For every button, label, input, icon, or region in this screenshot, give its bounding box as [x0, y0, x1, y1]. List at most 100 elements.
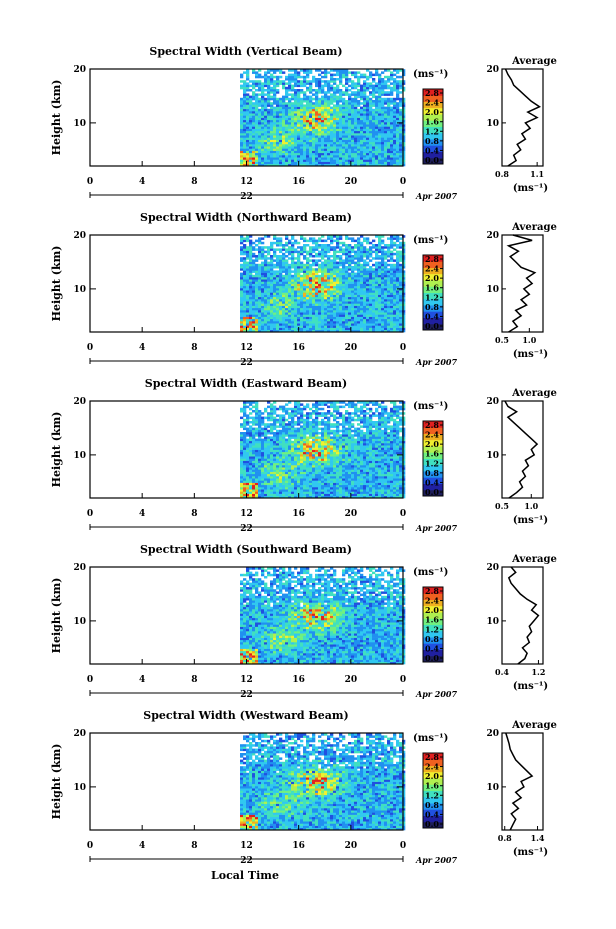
heatmap-cell	[339, 117, 343, 121]
heatmap-cell	[399, 75, 403, 79]
heatmap-cell	[378, 250, 382, 254]
heatmap-cell	[309, 250, 313, 254]
heatmap-cell	[273, 449, 277, 453]
heatmap-cell	[360, 299, 364, 302]
heatmap-cell	[351, 272, 355, 276]
heatmap-cell	[324, 119, 328, 123]
heatmap-cell	[261, 252, 265, 256]
heatmap-cell	[399, 303, 403, 306]
heatmap-cell	[360, 270, 364, 273]
heatmap-cell	[378, 235, 382, 238]
heatmap-cell	[264, 82, 268, 85]
heatmap-cell	[327, 106, 331, 110]
heatmap-cell	[375, 71, 379, 74]
heatmap-cell	[360, 157, 364, 160]
heatmap-cell	[300, 312, 304, 315]
heatmap-cell	[258, 429, 262, 433]
heatmap-cell	[378, 78, 382, 81]
heatmap-cell	[354, 288, 358, 291]
heatmap-cell	[375, 288, 379, 291]
heatmap-cell	[240, 476, 244, 479]
heatmap-cell	[327, 263, 331, 267]
heatmap-cell	[291, 86, 295, 90]
heatmap-cell	[339, 97, 343, 101]
heatmap-cell	[375, 122, 379, 125]
heatmap-cell	[372, 159, 376, 162]
heatmap-cell	[345, 301, 349, 304]
heatmap-cell	[285, 86, 289, 90]
heatmap-cell	[369, 285, 373, 289]
heatmap-cell	[324, 135, 328, 138]
heatmap-cell	[342, 314, 346, 317]
heatmap-cell	[336, 270, 340, 273]
heatmap-cell	[282, 283, 286, 287]
heatmap-cell	[369, 155, 373, 158]
x-tick-label: 20	[345, 177, 358, 187]
chart-panel-2: Spectral Width (Northward Beam)2010Heigh…	[50, 211, 557, 368]
heatmap-cell	[243, 122, 247, 125]
heatmap-cell	[291, 108, 295, 112]
heatmap-cell	[255, 104, 259, 107]
heatmap-cell	[336, 263, 340, 267]
heatmap-cell	[378, 257, 382, 260]
heatmap-cell	[327, 80, 331, 83]
heatmap-cell	[255, 257, 259, 260]
heatmap-cell	[309, 325, 313, 328]
heatmap-cell	[357, 239, 361, 243]
heatmap-cell	[363, 296, 367, 300]
heatmap-cell	[246, 272, 250, 276]
heatmap-cell	[261, 329, 265, 333]
heatmap-cell	[297, 115, 301, 118]
heatmap-cell	[252, 281, 256, 284]
heatmap-cell	[327, 316, 331, 320]
heatmap-cell	[318, 144, 322, 147]
heatmap-cell	[345, 235, 349, 238]
heatmap-cell	[252, 438, 256, 442]
heatmap-cell	[270, 281, 274, 284]
heatmap-cell	[270, 310, 274, 313]
heatmap-cell	[294, 108, 298, 112]
colorbar-tick-label: 2.8	[425, 254, 439, 264]
heatmap-cell	[324, 82, 328, 85]
heatmap-cell	[315, 244, 319, 247]
heatmap-cell	[336, 290, 340, 293]
heatmap-cell	[243, 146, 247, 149]
colorbar-swatch	[423, 151, 443, 159]
heatmap-cell	[246, 462, 250, 466]
heatmap-cell	[399, 80, 403, 83]
heatmap-cell	[255, 161, 259, 165]
heatmap-cell	[372, 95, 376, 99]
heatmap-cell	[336, 108, 340, 112]
heatmap-cell	[366, 252, 370, 256]
heatmap-cell	[243, 274, 247, 278]
heatmap-cell	[381, 111, 385, 114]
heatmap-cell	[309, 237, 313, 240]
heatmap-cell	[273, 436, 277, 439]
heatmap-cell	[324, 128, 328, 132]
heatmap-cell	[321, 91, 325, 94]
heatmap-cell	[327, 100, 331, 103]
heatmap-cell	[303, 115, 307, 118]
heatmap-cell	[288, 314, 292, 317]
heatmap-cell	[273, 416, 277, 420]
heatmap-cell	[351, 135, 355, 138]
heatmap-cell	[330, 294, 334, 298]
heatmap-cell	[381, 117, 385, 121]
heatmap-cell	[342, 84, 346, 88]
heatmap-cell	[294, 310, 298, 313]
heatmap-cell	[258, 327, 262, 331]
heatmap-cell	[318, 157, 322, 160]
heatmap-cell	[255, 329, 259, 333]
heatmap-cell	[270, 128, 274, 132]
heatmap-cell	[315, 133, 319, 136]
heatmap-cell	[273, 427, 277, 431]
heatmap-cell	[357, 329, 361, 333]
heatmap-cell	[318, 259, 322, 262]
heatmap-cell	[360, 146, 364, 149]
heatmap-cell	[393, 104, 397, 107]
heatmap-cell	[297, 294, 301, 298]
heatmap-cell	[387, 106, 391, 110]
heatmap-cell	[315, 108, 319, 112]
heatmap-cell	[333, 279, 337, 282]
heatmap-cell	[375, 272, 379, 276]
